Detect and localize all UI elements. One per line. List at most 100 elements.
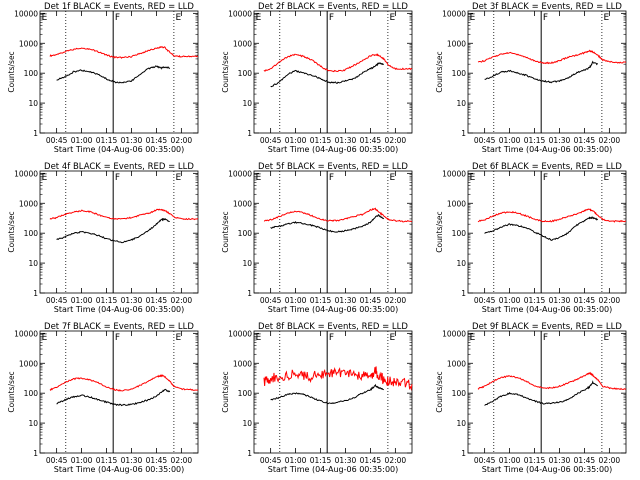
x-tick-label: 01:15 (524, 136, 546, 145)
y-axis-label: Counts/sec (7, 371, 16, 412)
y-tick-label: 100 (238, 389, 253, 398)
y-tick-label: 10000 (228, 9, 252, 18)
y-tick-label: 1000 (233, 39, 252, 48)
segment-marker-label: E (176, 173, 182, 183)
detector-panel-9: Det 9f BLACK = Events, RED = LLD 1 10 100 10… (435, 322, 627, 474)
x-tick-label: 00:45 (474, 456, 496, 465)
detector-panel-4: Det 4f BLACK = Events, RED = LLD 1 10 100 10… (7, 162, 199, 314)
x-tick-label: 01:00 (71, 136, 93, 145)
x-tick-label: 01:45 (574, 136, 596, 145)
segment-marker-label: E (390, 13, 396, 23)
y-tick-label: 1 (461, 129, 466, 138)
y-tick-label: 10 (242, 99, 252, 108)
y-tick-label: 10000 (228, 329, 252, 338)
y-tick-label: 100 (238, 69, 253, 78)
segment-marker-label: E (256, 173, 262, 183)
y-tick-label: 1 (247, 449, 252, 458)
x-tick-label: 00:45 (46, 456, 68, 465)
events-series-line (270, 62, 384, 88)
x-axis-label: Start Time (04-Aug-06 00:35:00) (268, 145, 399, 154)
x-tick-label: 01:15 (310, 136, 332, 145)
segment-marker-label: E (470, 173, 476, 183)
y-tick-label: 10000 (442, 329, 466, 338)
segment-marker-label: F (115, 333, 120, 343)
x-tick-label: 01:15 (310, 456, 332, 465)
plot-frame (467, 170, 627, 294)
x-tick-label: 02:00 (385, 136, 407, 145)
events-series-line (56, 217, 170, 244)
segment-marker-label: E (470, 13, 476, 23)
y-axis-label: Counts/sec (7, 211, 16, 252)
y-tick-label: 10000 (442, 169, 466, 178)
segment-marker-label: E (42, 333, 48, 343)
x-tick-label: 01:00 (285, 296, 307, 305)
y-tick-label: 100 (452, 229, 467, 238)
lld-series-line (49, 208, 199, 221)
x-axis-label: Start Time (04-Aug-06 00:35:00) (482, 305, 613, 314)
y-tick-label: 100 (452, 69, 467, 78)
segment-marker-label: F (543, 13, 548, 23)
events-series-line (270, 214, 385, 233)
y-tick-label: 100 (24, 229, 39, 238)
x-tick-label: 01:15 (524, 296, 546, 305)
x-axis-label: Start Time (04-Aug-06 00:35:00) (54, 145, 185, 154)
segment-marker-label: E (604, 13, 610, 23)
y-tick-label: 1 (33, 129, 38, 138)
panel-title: Det 4f BLACK = Events, RED = LLD (44, 162, 194, 172)
y-axis-label: Counts/sec (7, 51, 16, 92)
y-tick-label: 1 (461, 289, 466, 298)
x-tick-label: 00:45 (260, 296, 282, 305)
y-tick-label: 10000 (14, 169, 38, 178)
y-tick-label: 1000 (233, 359, 252, 368)
segment-marker-label: F (115, 173, 120, 183)
plot-frame (253, 330, 413, 454)
events-series-line (484, 215, 599, 241)
x-tick-label: 01:00 (285, 136, 307, 145)
x-tick-label: 01:15 (96, 456, 118, 465)
plot-frame (39, 170, 199, 294)
y-tick-label: 10 (456, 259, 466, 268)
panel-title: Det 8f BLACK = Events, RED = LLD (258, 322, 408, 332)
y-axis-label: Counts/sec (435, 51, 444, 92)
x-tick-label: 00:45 (260, 136, 282, 145)
detector-panel-1: Det 1f BLACK = Events, RED = LLD 1 10 100 10… (7, 2, 199, 154)
events-series-line (484, 60, 599, 84)
x-tick-label: 01:30 (121, 456, 143, 465)
y-tick-label: 1000 (447, 359, 466, 368)
panel-title: Det 1f BLACK = Events, RED = LLD (44, 2, 194, 12)
segment-marker-label: E (604, 173, 610, 183)
x-tick-label: 01:00 (71, 296, 93, 305)
x-tick-label: 01:00 (499, 136, 521, 145)
y-tick-label: 100 (24, 389, 39, 398)
segment-marker-label: F (329, 173, 334, 183)
segment-marker-label: E (390, 173, 396, 183)
x-axis-label: Start Time (04-Aug-06 00:35:00) (268, 305, 399, 314)
y-axis-label: Counts/sec (221, 51, 230, 92)
y-tick-label: 1 (33, 449, 38, 458)
x-tick-label: 00:45 (260, 456, 282, 465)
x-tick-label: 01:30 (121, 296, 143, 305)
x-axis-label: Start Time (04-Aug-06 00:35:00) (54, 305, 185, 314)
y-tick-label: 100 (24, 69, 39, 78)
detector-panel-7: Det 7f BLACK = Events, RED = LLD 1 10 100 10… (7, 322, 199, 474)
x-tick-label: 01:15 (96, 296, 118, 305)
lld-series-line (263, 207, 413, 223)
x-tick-label: 02:00 (599, 136, 621, 145)
x-tick-label: 01:45 (146, 456, 168, 465)
segment-marker-label: E (390, 333, 396, 343)
y-tick-label: 1000 (19, 199, 38, 208)
x-tick-label: 00:45 (474, 136, 496, 145)
lld-series-line (477, 49, 627, 65)
x-tick-label: 02:00 (599, 296, 621, 305)
y-tick-label: 10000 (14, 329, 38, 338)
panel-title: Det 6f BLACK = Events, RED = LLD (472, 162, 622, 172)
lld-series-line (477, 208, 627, 223)
detector-panel-8: Det 8f BLACK = Events, RED = LLD 1 10 100 10… (221, 322, 413, 474)
x-tick-label: 01:45 (360, 456, 382, 465)
segment-marker-label: E (470, 333, 476, 343)
x-tick-label: 00:45 (46, 136, 68, 145)
x-tick-label: 01:45 (146, 296, 168, 305)
x-tick-label: 02:00 (385, 456, 407, 465)
x-axis-label: Start Time (04-Aug-06 00:35:00) (54, 465, 185, 474)
y-tick-label: 1000 (447, 199, 466, 208)
